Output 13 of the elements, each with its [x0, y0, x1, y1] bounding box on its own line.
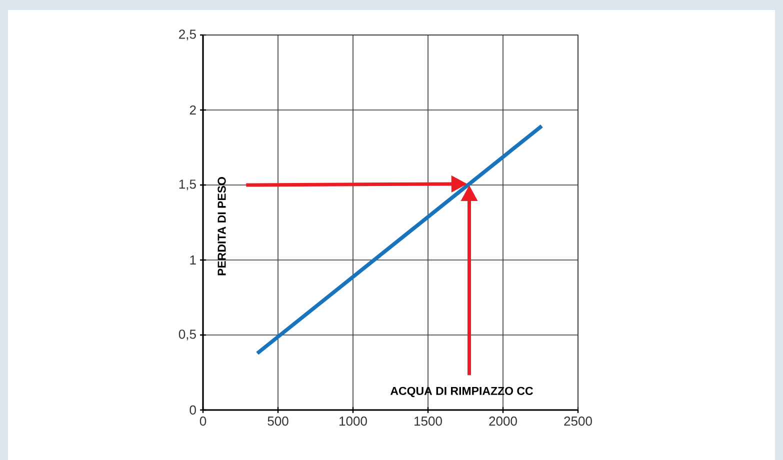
- y-tick-label: 1: [190, 256, 196, 264]
- x-tick-label: 0: [200, 416, 206, 426]
- y-tick-label: 0,5: [178, 330, 196, 340]
- x-tick-label: 1500: [414, 416, 442, 426]
- y-tick-label: 1,5: [179, 180, 196, 190]
- y-tick-label: 2,5: [179, 30, 196, 40]
- y-tick-label: 2: [190, 105, 196, 115]
- y-axis-title: PERDITA DI PESO: [218, 177, 226, 276]
- x-tick-label: 1000: [340, 416, 367, 426]
- x-tick-label: 2000: [489, 416, 517, 426]
- x-tick-label: 500: [268, 416, 288, 426]
- y-tick-label: 0: [190, 405, 196, 415]
- x-tick-label: 2500: [564, 416, 592, 426]
